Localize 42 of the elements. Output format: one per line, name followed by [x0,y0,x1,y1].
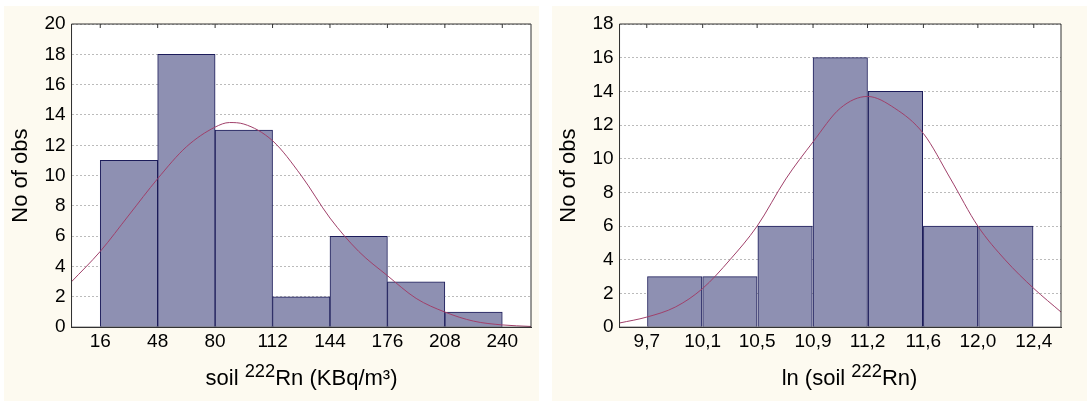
y-tick-label: 2 [54,285,66,307]
y-tick-label: 4 [54,254,66,276]
x-tick-label: 10,1 [684,329,722,351]
y-tick-label: 10 [44,163,66,185]
y-tick-label: 0 [602,315,614,337]
x-tick-label: 9,7 [633,329,660,351]
x-axis-title: soil $^{222}$Rn (KBq/m³) [204,359,399,393]
y-tick-label: 0 [54,315,66,337]
y-tick-label: 6 [54,224,66,246]
x-tick-label: 12,4 [1015,329,1053,351]
y-tick-label: 6 [602,214,614,236]
y-tick-label: 12 [592,113,614,135]
x-tick-label: 144 [314,329,347,351]
x-tick-label: 112 [257,329,288,351]
y-tick-label: 4 [602,248,614,270]
line-series [619,95,1061,324]
y-tick-label: 8 [602,180,614,202]
x-tick-label: 10,5 [738,329,776,351]
x-axis-title: ln (soil $^{222}$Rn) [780,359,919,393]
y-tick-label: 12 [44,133,66,155]
y-tick-label: 10 [592,146,614,168]
x-tick-label: 11,2 [849,329,886,351]
x-tick-label: 48 [147,329,169,351]
y-tick-label: 16 [44,72,66,94]
y-tick-label: 18 [592,12,614,34]
y-tick-label: 2 [602,281,614,303]
x-tick-label: 208 [429,329,461,351]
y-tick-label: 20 [44,12,66,34]
y-tick-label: 14 [44,103,66,125]
y-tick-label: 8 [54,194,66,216]
x-tick-label: 80 [204,329,226,351]
y-axis-title: No of obs [555,128,581,223]
x-tick-label: 176 [371,329,404,351]
y-tick-label: 18 [44,42,66,64]
x-tick-label: 12,0 [959,329,997,351]
y-tick-label: 16 [592,45,614,67]
x-tick-label: 16 [89,329,111,351]
y-axis-title: No of obs [7,128,33,223]
x-tick-label: 10,9 [794,329,832,351]
y-tick-label: 14 [592,79,614,101]
x-tick-label: 11,6 [905,329,942,351]
x-tick-label: 240 [486,329,519,351]
